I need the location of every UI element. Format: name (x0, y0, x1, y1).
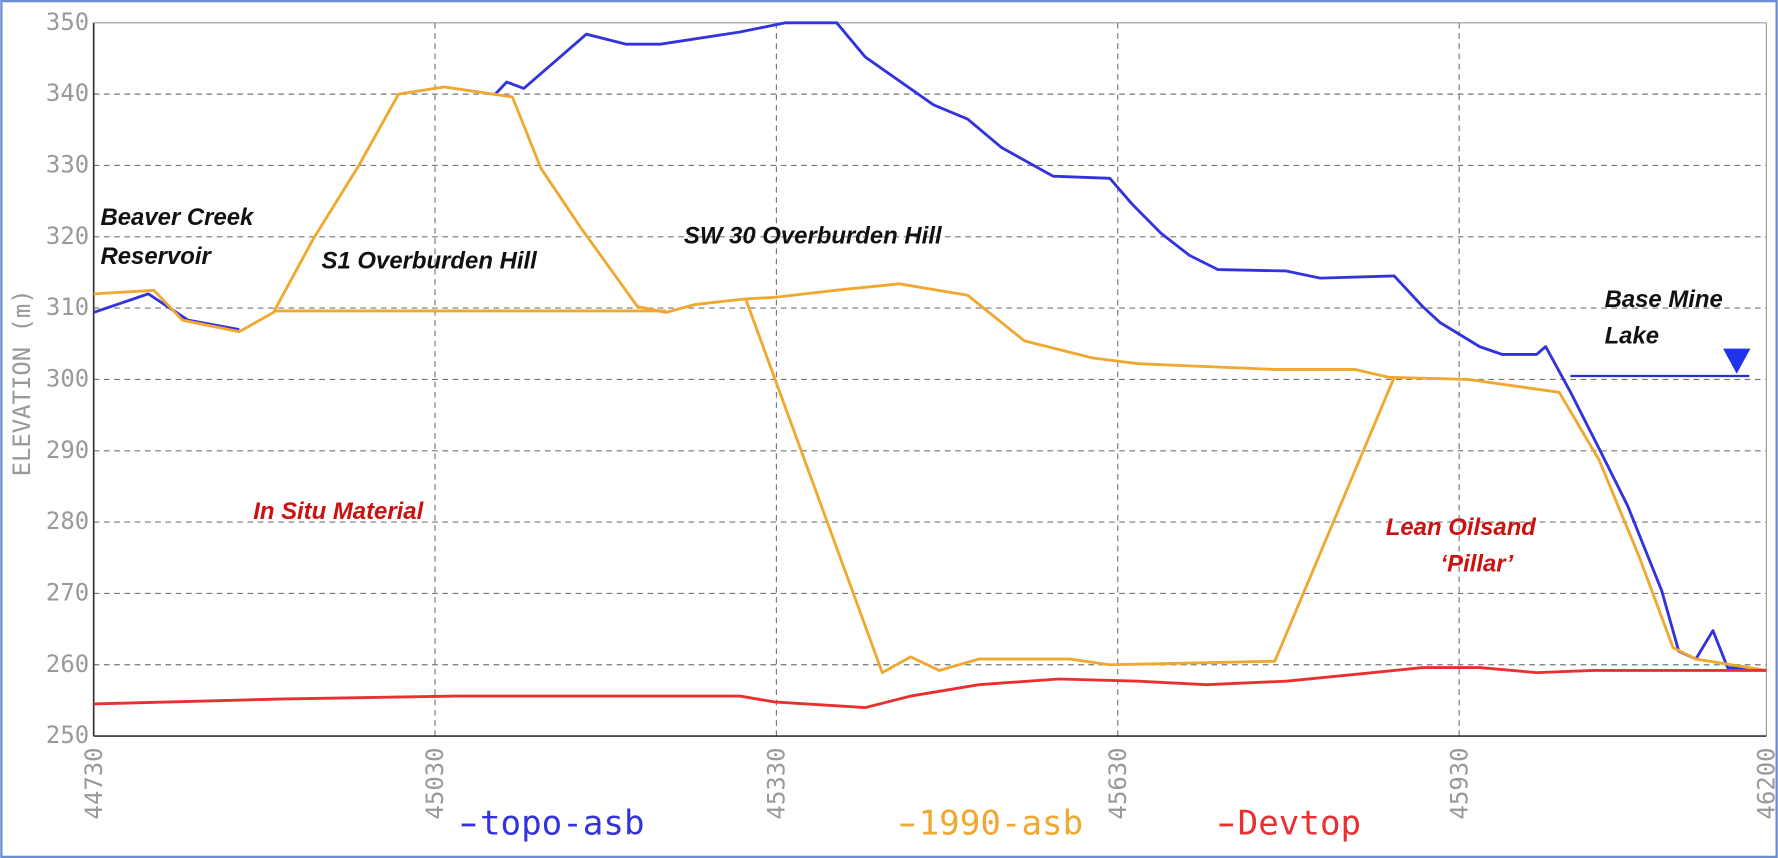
annotation: Base Mine (1605, 286, 1723, 313)
series-line (93, 85, 1767, 675)
annotation: Beaver Creek (101, 204, 256, 231)
annotation: ‘Pillar’ (1440, 550, 1513, 577)
annotation: S1 Overburden Hill (322, 247, 539, 274)
y-tick-label: 280 (46, 507, 89, 535)
y-tick-label: 260 (46, 650, 89, 678)
legend-label: 1990-asb (919, 803, 1084, 843)
water-symbol (1723, 348, 1751, 374)
y-tick-label: 340 (46, 79, 89, 107)
y-tick-label: 330 (46, 150, 89, 178)
annotation: Lean Oilsand (1386, 514, 1538, 541)
annotation: In Situ Material (253, 498, 424, 525)
y-tick-label: 350 (46, 8, 89, 36)
x-tick-label: 46200 (1753, 747, 1778, 819)
annotation: SW 30 Overburden Hill (684, 222, 943, 249)
x-tick-label: 45930 (1445, 747, 1473, 819)
x-tick-label: 45630 (1104, 747, 1132, 819)
y-tick-label: 290 (46, 436, 89, 464)
legend-label: topo-asb (480, 803, 645, 843)
annotation: Reservoir (101, 243, 213, 270)
y-axis-label: ELEVATION (m) (8, 289, 36, 476)
y-tick-label: 320 (46, 222, 89, 250)
series-line (93, 666, 1767, 710)
x-tick-label: 44730 (80, 747, 108, 819)
y-tick-label: 310 (46, 293, 89, 321)
y-tick-label: 300 (46, 364, 89, 392)
y-tick-label: 250 (46, 721, 89, 749)
annotation: Lake (1605, 323, 1660, 350)
y-tick-label: 270 (46, 578, 89, 606)
x-tick-label: 45330 (763, 747, 791, 819)
legend-label: Devtop (1238, 803, 1361, 843)
x-tick-label: 45030 (421, 747, 449, 819)
